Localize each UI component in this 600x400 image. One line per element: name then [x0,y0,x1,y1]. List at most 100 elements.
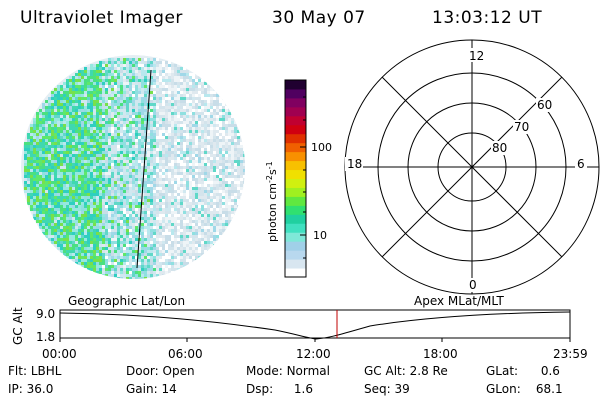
disk-pixel [84,100,87,103]
disk-pixel [132,133,135,136]
disk-pixel [216,238,219,241]
disk-pixel [99,205,102,208]
disk-pixel [186,142,189,145]
disk-pixel [147,196,150,199]
disk-pixel [84,82,87,85]
disk-pixel [33,160,36,163]
disk-pixel [39,208,42,211]
disk-pixel [51,220,54,223]
disk-pixel [39,181,42,184]
disk-pixel [189,109,192,112]
disk-pixel [123,58,126,61]
disk-pixel [123,238,126,241]
disk-pixel [120,157,123,160]
disk-pixel [168,208,171,211]
disk-pixel [150,67,153,70]
disk-pixel [201,241,204,244]
disk-pixel [123,70,126,73]
disk-pixel [168,241,171,244]
disk-pixel [228,175,231,178]
disk-pixel [126,241,129,244]
disk-pixel [120,145,123,148]
disk-pixel [219,160,222,163]
disk-pixel [132,247,135,250]
disk-pixel [102,79,105,82]
disk-pixel [75,151,78,154]
disk-pixel [159,148,162,151]
disk-pixel [93,94,96,97]
disk-pixel [129,85,132,88]
disk-pixel [111,88,114,91]
disk-pixel [189,184,192,187]
disk-pixel [207,118,210,121]
disk-pixel [78,100,81,103]
disk-pixel [51,208,54,211]
disk-pixel [180,202,183,205]
disk-pixel [93,175,96,178]
disk-pixel [162,235,165,238]
disk-pixel [174,265,177,268]
disk-pixel [129,256,132,259]
disk-pixel [159,121,162,124]
disk-pixel [54,109,57,112]
disk-pixel [153,130,156,133]
disk-pixel [162,166,165,169]
disk-pixel [147,259,150,262]
disk-pixel [138,136,141,139]
disk-pixel [120,241,123,244]
disk-pixel [168,223,171,226]
colorbar-band [285,250,306,260]
disk-pixel [201,196,204,199]
disk-pixel [120,166,123,169]
disk-pixel [93,238,96,241]
disk-pixel [168,268,171,271]
disk-pixel [105,100,108,103]
disk-pixel [24,175,27,178]
disk-pixel [192,151,195,154]
disk-pixel [60,199,63,202]
disk-pixel [99,67,102,70]
disk-pixel [189,76,192,79]
disk-pixel [129,262,132,265]
disk-pixel [78,226,81,229]
disk-pixel [84,157,87,160]
disk-pixel [210,196,213,199]
disk-pixel [120,214,123,217]
disk-pixel [210,166,213,169]
disk-pixel [54,229,57,232]
disk-pixel [183,103,186,106]
disk-pixel [114,259,117,262]
disk-pixel [204,151,207,154]
disk-pixel [48,211,51,214]
disk-pixel [171,190,174,193]
disk-pixel [111,181,114,184]
disk-pixel [171,109,174,112]
disk-pixel [108,268,111,271]
disk-pixel [114,262,117,265]
disk-pixel [195,220,198,223]
disk-pixel [54,175,57,178]
disk-pixel [24,163,27,166]
disk-pixel [234,157,237,160]
disk-pixel [132,157,135,160]
disk-pixel [75,124,78,127]
disk-pixel [135,67,138,70]
disk-pixel [138,217,141,220]
disk-pixel [147,115,150,118]
disk-pixel [120,232,123,235]
disk-pixel [138,148,141,151]
disk-pixel [231,205,234,208]
disk-pixel [165,223,168,226]
disk-pixel [162,88,165,91]
disk-pixel [117,64,120,67]
disk-pixel [234,181,237,184]
disk-pixel [42,127,45,130]
disk-pixel [36,220,39,223]
disk-pixel [192,136,195,139]
disk-pixel [129,142,132,145]
disk-pixel [144,265,147,268]
disk-pixel [42,184,45,187]
xtick-label-0: 00:00 [42,347,77,361]
disk-pixel [240,145,243,148]
disk-pixel [27,190,30,193]
